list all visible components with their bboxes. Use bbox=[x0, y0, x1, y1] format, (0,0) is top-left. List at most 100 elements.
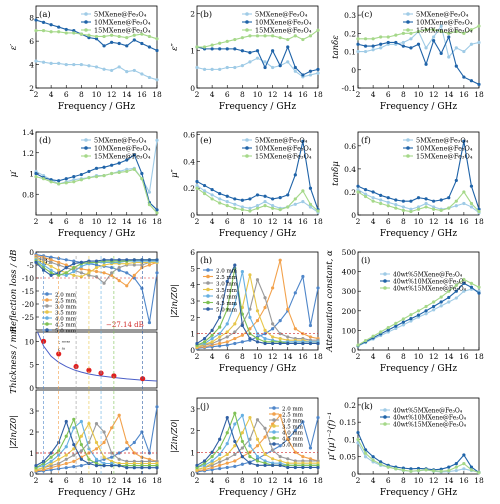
data-point-s10 bbox=[293, 65, 297, 70]
x-tick-label: 2 bbox=[356, 217, 361, 226]
data-point-t2 bbox=[278, 455, 282, 459]
x-tick-label: 10 bbox=[414, 352, 424, 361]
data-point-s15 bbox=[401, 317, 405, 321]
data-point-t2 bbox=[64, 457, 68, 461]
data-point-t2 bbox=[255, 278, 260, 282]
data-point-s10 bbox=[225, 194, 229, 198]
data-point-s15 bbox=[263, 34, 267, 38]
panel-label: (k) bbox=[361, 401, 373, 412]
data-point-s10 bbox=[308, 186, 313, 190]
x-tick-label: 2 bbox=[34, 90, 39, 99]
data-point-s15 bbox=[255, 206, 260, 210]
data-point-t0 bbox=[278, 444, 282, 448]
data-point-t3 bbox=[57, 457, 61, 461]
data-point-t6 bbox=[147, 466, 152, 470]
x-tick-label: 8 bbox=[79, 217, 84, 226]
data-point-s15 bbox=[469, 468, 474, 472]
legend-marker-t2 bbox=[45, 304, 49, 308]
data-point-t0 bbox=[301, 420, 305, 424]
data-point-s15 bbox=[293, 197, 297, 201]
data-point-s10 bbox=[102, 44, 106, 48]
x-tick-label: 10 bbox=[253, 217, 263, 226]
data-point-s10 bbox=[57, 179, 61, 183]
legend-label: 3.0 mm bbox=[282, 419, 304, 425]
data-point-t1 bbox=[117, 279, 121, 283]
data-point-s5 bbox=[371, 196, 375, 200]
data-point-s10 bbox=[416, 196, 421, 200]
data-point-t1 bbox=[271, 286, 275, 290]
legend-marker-t4 bbox=[45, 316, 49, 320]
data-point-t3 bbox=[57, 268, 61, 272]
y-tick-label: 4 bbox=[190, 281, 195, 290]
x-tick-label: 2 bbox=[195, 476, 200, 485]
data-point-s5 bbox=[447, 55, 451, 59]
panel-label: (b) bbox=[200, 9, 212, 20]
data-point-s10 bbox=[248, 197, 252, 201]
x-tick-label: 18 bbox=[474, 217, 484, 226]
data-point-t4 bbox=[233, 302, 237, 306]
data-point-s10 bbox=[439, 198, 443, 202]
data-point-t3 bbox=[225, 452, 229, 457]
x-axis-label: Frequency / GHz bbox=[219, 364, 296, 374]
data-point-t6 bbox=[225, 415, 229, 420]
legend-marker-t2 bbox=[206, 281, 210, 285]
data-point-s15 bbox=[401, 208, 405, 212]
data-point-s15 bbox=[454, 29, 458, 34]
data-point-t0 bbox=[301, 274, 305, 279]
data-point-s10 bbox=[155, 208, 159, 212]
data-point-s5 bbox=[409, 319, 413, 323]
data-point-t0 bbox=[308, 323, 313, 328]
data-point-s15 bbox=[409, 209, 413, 214]
x-tick-label: 2 bbox=[195, 90, 200, 99]
data-point-s15 bbox=[424, 28, 428, 32]
legend-label: 4.0 mm bbox=[216, 295, 238, 301]
data-point-s10 bbox=[409, 46, 413, 50]
data-point-s10 bbox=[255, 49, 260, 53]
data-point-s10 bbox=[469, 184, 474, 188]
data-point-t0 bbox=[117, 451, 121, 455]
data-point-t4 bbox=[72, 269, 76, 274]
data-point-t1 bbox=[132, 451, 136, 455]
x-tick-label: 8 bbox=[240, 352, 245, 361]
x-tick-label: 2 bbox=[34, 217, 39, 226]
y-tick-label: 0.3 bbox=[344, 11, 356, 20]
x-tick-label: 18 bbox=[474, 90, 484, 99]
data-point-t4 bbox=[49, 459, 53, 463]
x-axis-label: Frequency / GHz bbox=[380, 229, 457, 239]
data-point-t0 bbox=[240, 462, 244, 466]
data-point-s15 bbox=[356, 437, 360, 442]
legend-label: 5MXene@Fe₃O₄ bbox=[94, 137, 147, 145]
data-point-t4 bbox=[79, 419, 83, 424]
panel-d: 0.8 1 1.2 1.4 2 4 6 8 10 12 14 16 18 Frequency / GHz μ… bbox=[9, 128, 162, 239]
data-point-s15 bbox=[132, 167, 136, 171]
data-point-s15 bbox=[386, 204, 390, 208]
data-point-t2 bbox=[79, 271, 83, 275]
data-point-s5 bbox=[41, 60, 46, 64]
legend-label: 5MXene@Fe₃O₄ bbox=[416, 137, 469, 145]
data-point-s5 bbox=[356, 441, 360, 445]
data-point-s10 bbox=[263, 194, 267, 198]
data-point-s5 bbox=[363, 49, 368, 54]
data-point-s10 bbox=[371, 44, 375, 48]
y-tick-label: -5 bbox=[27, 261, 35, 270]
data-point-t0 bbox=[155, 271, 159, 275]
x-tick-label: 14 bbox=[444, 90, 454, 99]
data-point-t6 bbox=[316, 465, 320, 470]
data-point-t6 bbox=[202, 459, 207, 463]
data-point-s15 bbox=[225, 204, 229, 208]
data-point-s5 bbox=[132, 68, 136, 73]
data-point-t1 bbox=[218, 341, 222, 346]
panel-label: (h) bbox=[200, 255, 212, 266]
data-point-s5 bbox=[155, 138, 159, 142]
y-tick-label: 1 bbox=[29, 170, 34, 179]
y-tick-label: 0.8 bbox=[22, 190, 34, 199]
data-point-t5 bbox=[202, 340, 207, 344]
data-point-s15 bbox=[432, 300, 436, 304]
data-point-s10 bbox=[356, 184, 360, 188]
x-tick-label: 16 bbox=[459, 90, 469, 99]
x-tick-label: 8 bbox=[240, 90, 245, 99]
data-point-s10 bbox=[49, 23, 53, 27]
data-point-t3 bbox=[233, 322, 237, 326]
data-point-s15 bbox=[271, 206, 275, 210]
